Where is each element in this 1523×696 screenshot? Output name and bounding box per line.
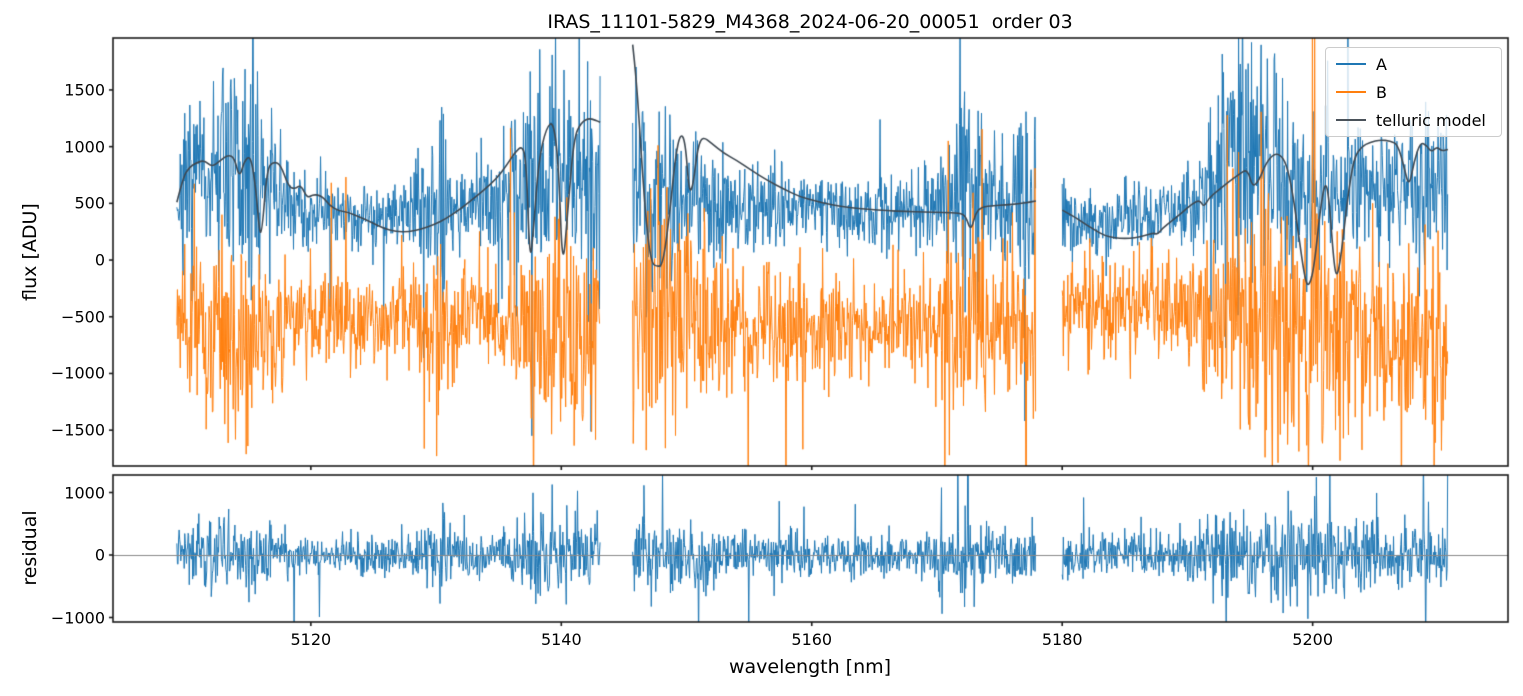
series-b-line-swatch — [1336, 91, 1366, 93]
legend: A B telluric model — [1325, 47, 1502, 137]
x-tick-label: 5140 — [540, 630, 582, 649]
legend-label-telluric-model: telluric model — [1376, 110, 1486, 130]
residual-y-tick-label: 0 — [94, 545, 105, 565]
figure-title: IRAS_11101-5829_M4368_2024-06-20_00051 o… — [547, 11, 1073, 33]
legend-label-b: B — [1376, 82, 1387, 102]
flux-y-tick-label: −1500 — [50, 420, 105, 440]
residual-y-axis-label: residual — [19, 510, 41, 586]
x-tick-label: 5200 — [1292, 630, 1333, 649]
flux-y-axis-label: flux [ADU] — [19, 203, 41, 301]
series-a-line-swatch — [1336, 63, 1366, 65]
legend-item-b: B — [1326, 83, 1501, 102]
legend-label-a: A — [1376, 54, 1387, 74]
flux-y-tick-label: −500 — [61, 307, 105, 327]
residual-y-tick-label: 1000 — [64, 483, 105, 502]
legend-item-telluric-model: telluric model — [1326, 111, 1501, 130]
flux-y-tick-label: 1000 — [64, 137, 105, 157]
x-tick-label: 5120 — [290, 630, 332, 649]
flux-y-tick-label: 500 — [74, 193, 105, 213]
x-tick-label: 5180 — [1041, 630, 1083, 649]
flux-y-tick-label: 0 — [94, 250, 105, 270]
legend-item-a: A — [1326, 55, 1501, 74]
x-axis-label: wavelength [nm] — [728, 656, 892, 678]
x-tick-label: 5160 — [791, 630, 833, 649]
flux-y-tick-label: −1000 — [50, 363, 105, 383]
residual-y-tick-label: −1000 — [50, 608, 105, 627]
flux-y-tick-label: 1500 — [64, 80, 105, 100]
telluric-model-line-swatch — [1336, 119, 1366, 121]
